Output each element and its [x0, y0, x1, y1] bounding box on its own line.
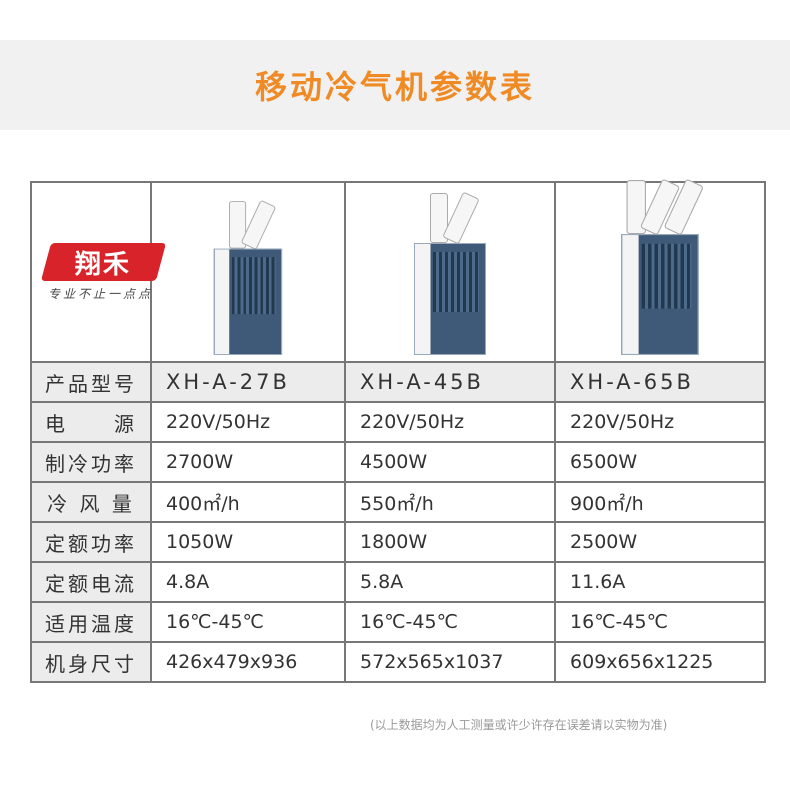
air-conditioner-image — [414, 191, 487, 355]
spec-value: 1800W — [344, 521, 557, 563]
model-value: XH-A-27B — [149, 361, 347, 403]
image-row: 翔禾 专业不止一点点 — [30, 178, 766, 363]
spec-value: 220V/50Hz — [344, 401, 557, 443]
brand-slogan: 专业不止一点点 — [47, 287, 153, 301]
duct-pipe — [229, 201, 247, 249]
title-band: 移动冷气机参数表 — [0, 40, 790, 130]
spec-value: 16℃-45℃ — [344, 601, 557, 643]
logo-cell: 翔禾 专业不止一点点 — [30, 181, 167, 363]
spec-value: 400㎡/h — [149, 481, 347, 523]
spec-value: 16℃-45℃ — [149, 601, 347, 643]
product-image-cell — [149, 181, 347, 363]
spec-row: 电 源 220V/50Hz 220V/50Hz 220V/50Hz — [30, 401, 766, 443]
spec-value: 426x479x936 — [149, 641, 347, 683]
spec-table: 翔禾 专业不止一点点 产品型号 XH-A-27B XH-A-45B XH-A-65B… — [30, 178, 766, 683]
duct-pipe — [430, 193, 449, 243]
spec-value: 609x656x1225 — [554, 641, 766, 683]
model-row: 产品型号 XH-A-27B XH-A-45B XH-A-65B — [30, 361, 766, 403]
spec-value: 11.6A — [554, 561, 766, 603]
spec-label: 制冷功率 — [30, 441, 152, 483]
spec-label: 冷 风 量 — [30, 481, 152, 523]
spec-value: 2700W — [149, 441, 347, 483]
spec-row: 冷 风 量 400㎡/h 550㎡/h 900㎡/h — [30, 481, 766, 523]
spec-value: 4500W — [344, 441, 557, 483]
spec-label: 机身尺寸 — [30, 641, 152, 683]
product-image-cell — [344, 181, 557, 363]
model-label: 产品型号 — [30, 361, 152, 403]
spec-label: 定额电流 — [30, 561, 152, 603]
page-title: 移动冷气机参数表 — [254, 68, 535, 106]
spec-row: 机身尺寸 426x479x936 572x565x1037 609x656x1225 — [30, 641, 766, 683]
air-conditioner-image — [621, 178, 704, 355]
spec-value: 16℃-45℃ — [554, 601, 766, 643]
duct-pipe — [626, 180, 646, 235]
footnote: (以上数据均为人工测量或许少许存在误差请以实物为准) — [370, 718, 668, 732]
spec-value: 900㎡/h — [554, 481, 766, 523]
spec-row: 定额电流 4.8A 5.8A 11.6A — [30, 561, 766, 603]
spec-label: 定额功率 — [30, 521, 152, 563]
spec-label: 电 源 — [30, 401, 152, 443]
spec-row: 适用温度 16℃-45℃ 16℃-45℃ 16℃-45℃ — [30, 601, 766, 643]
spec-value: 4.8A — [149, 561, 347, 603]
spec-value: 1050W — [149, 521, 347, 563]
spec-value: 2500W — [554, 521, 766, 563]
spec-label: 适用温度 — [30, 601, 152, 643]
spec-value: 572x565x1037 — [344, 641, 557, 683]
spec-value: 6500W — [554, 441, 766, 483]
spec-value: 220V/50Hz — [149, 401, 347, 443]
spec-row: 定额功率 1050W 1800W 2500W — [30, 521, 766, 563]
brand-name: 翔禾 — [75, 249, 132, 280]
spec-value: 5.8A — [344, 561, 557, 603]
brand-logo: 翔禾 专业不止一点点 — [40, 243, 167, 302]
spec-row: 制冷功率 2700W 4500W 6500W — [30, 441, 766, 483]
air-conditioner-image — [213, 199, 283, 355]
model-value: XH-A-65B — [554, 361, 766, 403]
spec-value: 550㎡/h — [344, 481, 557, 523]
product-image-cell — [554, 178, 766, 363]
spec-value: 220V/50Hz — [554, 401, 766, 443]
model-value: XH-A-45B — [344, 361, 557, 403]
